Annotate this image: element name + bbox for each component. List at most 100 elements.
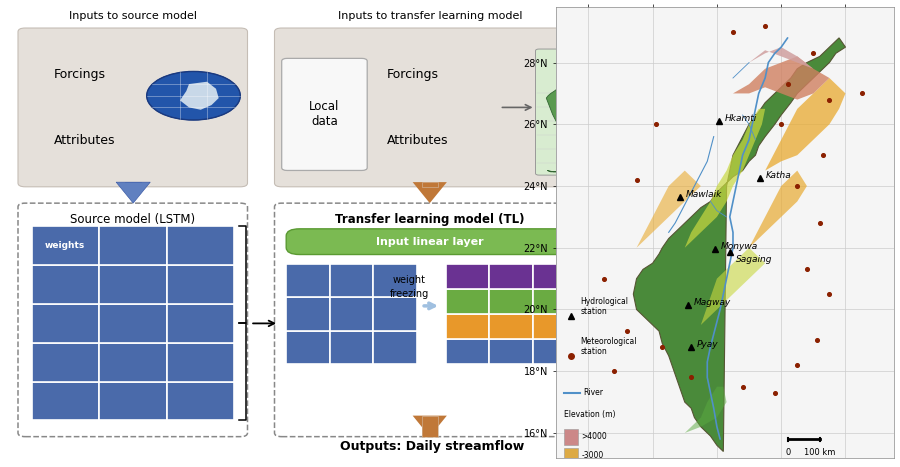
Point (655, 343, 670, 350)
Bar (166, 382, 234, 420)
Bar (446, 289, 489, 314)
Text: 0: 0 (785, 448, 790, 457)
Point (768, 389, 782, 396)
Bar (489, 264, 533, 289)
Text: Outputs: Daily streamflow: Outputs: Daily streamflow (340, 440, 524, 453)
Bar (32, 343, 99, 382)
Polygon shape (685, 109, 765, 248)
Polygon shape (733, 57, 830, 99)
Point (815, 151, 830, 159)
Bar (32, 304, 99, 343)
Point (725, 28, 740, 35)
FancyBboxPatch shape (286, 229, 574, 255)
Point (620, 327, 634, 335)
Point (823, 96, 837, 103)
Text: Attributes: Attributes (387, 134, 448, 147)
Point (780, 80, 795, 88)
Text: Sagaing: Sagaing (735, 255, 772, 264)
Bar (99, 226, 166, 265)
Text: >4000: >4000 (581, 432, 607, 440)
Text: Hkamti: Hkamti (724, 114, 757, 123)
Bar (421, 182, 437, 187)
Polygon shape (180, 82, 219, 110)
Text: Katha: Katha (766, 171, 792, 180)
Text: -3000: -3000 (581, 451, 604, 460)
Point (684, 374, 698, 381)
Text: Source model (LSTM): Source model (LSTM) (70, 213, 195, 226)
Bar (99, 304, 166, 343)
Text: Hydrological
station: Hydrological station (580, 297, 628, 316)
Polygon shape (701, 248, 765, 325)
Text: freezing: freezing (390, 289, 429, 299)
Bar (32, 226, 99, 265)
Text: Local
data: Local data (310, 100, 339, 128)
Text: Magway: Magway (694, 298, 731, 307)
Bar (329, 264, 373, 297)
Bar (99, 382, 166, 420)
Text: Forcings: Forcings (54, 68, 106, 81)
Bar (489, 339, 533, 364)
Point (800, 266, 814, 273)
Bar (329, 331, 373, 364)
Bar (374, 331, 417, 364)
Bar (564, 429, 578, 445)
Bar (99, 265, 166, 304)
Polygon shape (412, 416, 447, 437)
Text: Meteorological
station: Meteorological station (580, 337, 637, 356)
Text: Inputs to transfer learning model: Inputs to transfer learning model (338, 11, 522, 21)
Polygon shape (634, 38, 845, 452)
Bar (374, 264, 417, 297)
Text: 100 km: 100 km (804, 448, 835, 457)
FancyBboxPatch shape (18, 28, 248, 187)
Bar (166, 343, 234, 382)
Bar (99, 343, 166, 382)
Bar (329, 297, 373, 331)
Point (598, 275, 612, 283)
Bar (286, 331, 329, 364)
Text: Mawlaik: Mawlaik (686, 190, 722, 199)
Bar (421, 416, 437, 437)
Bar (564, 448, 578, 464)
Polygon shape (546, 89, 579, 172)
Bar (446, 314, 489, 339)
FancyBboxPatch shape (274, 28, 585, 187)
Bar (489, 289, 533, 314)
Bar (166, 226, 234, 265)
Text: Monywa: Monywa (721, 242, 759, 251)
Point (735, 383, 750, 390)
Bar (374, 297, 417, 331)
Bar (166, 265, 234, 304)
Point (629, 176, 643, 184)
Bar (533, 264, 576, 289)
Bar (533, 339, 576, 364)
Bar (489, 314, 533, 339)
Bar (446, 264, 489, 289)
Text: River: River (583, 389, 604, 397)
Text: Elevation (m): Elevation (m) (564, 410, 616, 419)
Point (813, 219, 827, 227)
Point (790, 182, 805, 190)
Polygon shape (116, 182, 150, 203)
Bar (533, 289, 576, 314)
FancyBboxPatch shape (536, 49, 585, 175)
Circle shape (147, 71, 240, 120)
Point (649, 120, 663, 128)
Text: Input linear layer: Input linear layer (376, 237, 484, 247)
Bar (286, 297, 329, 331)
Polygon shape (412, 182, 447, 203)
Text: weights: weights (45, 241, 86, 250)
Point (854, 90, 868, 97)
Point (809, 337, 824, 344)
FancyBboxPatch shape (282, 58, 367, 170)
Bar (533, 314, 576, 339)
Bar (32, 265, 99, 304)
Bar (166, 304, 234, 343)
Bar (446, 339, 489, 364)
Bar (421, 182, 437, 187)
Bar (125, 182, 141, 187)
Text: weight: weight (393, 275, 426, 285)
Point (607, 368, 621, 375)
Text: Forcings: Forcings (387, 68, 439, 81)
Bar (286, 264, 329, 297)
Polygon shape (749, 47, 814, 69)
